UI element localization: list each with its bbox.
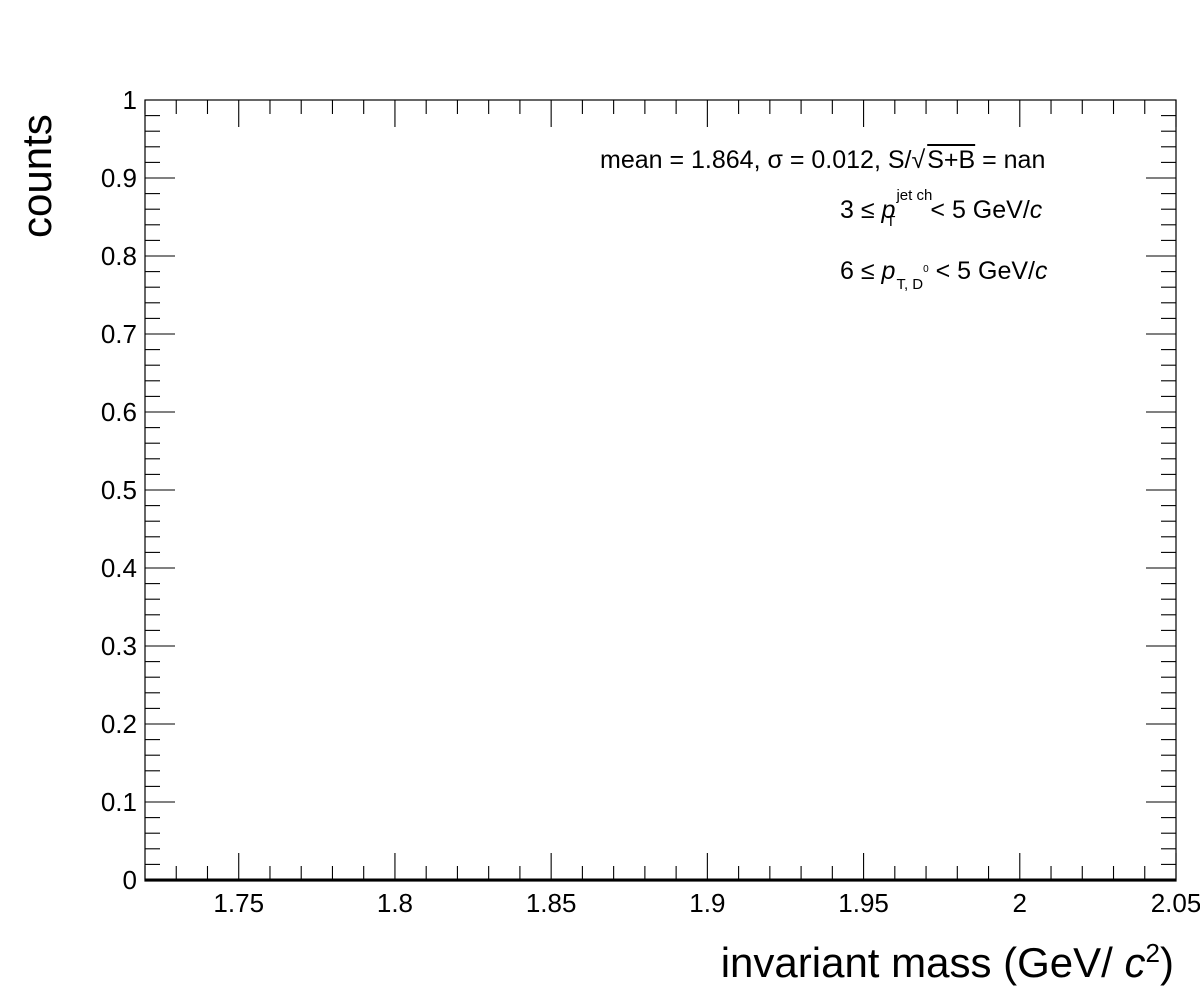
y-tick-label: 0.7 bbox=[101, 319, 137, 349]
d0-pt-range-annotation: 6 ≤ pT, D0 < 5 GeV/c bbox=[840, 257, 1048, 293]
fit-stats-annotation: mean = 1.864, σ = 0.012, S/√S+B = nan bbox=[600, 148, 1045, 173]
y-tick-label: 0.6 bbox=[101, 397, 137, 427]
y-tick-label: 0.2 bbox=[101, 709, 137, 739]
x-tick-label: 2.05 bbox=[1151, 888, 1200, 918]
x-axis-title-close: ) bbox=[1160, 939, 1174, 986]
y-tick-label: 0.4 bbox=[101, 553, 137, 583]
x-tick-label: 1.9 bbox=[689, 888, 725, 918]
y-tick-label: 1 bbox=[123, 85, 137, 115]
x-tick-label: 1.95 bbox=[838, 888, 889, 918]
x-tick-label: 1.75 bbox=[213, 888, 264, 918]
jet-pt-unit: c bbox=[1029, 196, 1043, 224]
jet-pt-range-annotation: 3 ≤ pjet chT < 5 GeV/c bbox=[840, 188, 1043, 229]
d0-pt-unit: c bbox=[1034, 257, 1048, 285]
x-tick-label: 1.8 bbox=[377, 888, 413, 918]
x-axis-title-power: 2 bbox=[1145, 938, 1160, 968]
d0-pt-prefix: 6 ≤ bbox=[840, 257, 882, 285]
jet-pt-prefix: 3 ≤ bbox=[840, 196, 882, 224]
x-tick-label: 2 bbox=[1013, 888, 1027, 918]
jet-pt-superscript: jet ch bbox=[896, 187, 933, 204]
d0-pt-subscript-text: T, D bbox=[896, 276, 924, 293]
x-axis-title-text: invariant mass (GeV/ bbox=[720, 939, 1125, 986]
y-tick-label: 0.1 bbox=[101, 787, 137, 817]
d0-pt-subscript: T, D0 bbox=[896, 265, 928, 293]
y-axis-ticks bbox=[145, 99, 1176, 881]
d0-pt-suffix: < 5 GeV/ bbox=[928, 257, 1035, 285]
x-axis-tick-labels: 1.75 1.8 1.85 1.9 1.95 2 2.05 bbox=[213, 888, 1200, 918]
d0-pt-variable: p bbox=[881, 257, 896, 285]
y-tick-label: 0.8 bbox=[101, 241, 137, 271]
y-axis-title: counts bbox=[13, 114, 60, 238]
y-tick-label: 0.9 bbox=[101, 163, 137, 193]
d0-pt-subscript-power: 0 bbox=[923, 264, 929, 275]
y-tick-label: 0 bbox=[123, 865, 137, 895]
x-axis-title: invariant mass (GeV/ c2) bbox=[720, 939, 1174, 986]
y-tick-label: 0.5 bbox=[101, 475, 137, 505]
x-axis-title-unit: c bbox=[1124, 939, 1146, 986]
x-axis-ticks bbox=[144, 100, 1177, 880]
y-tick-label: 0.3 bbox=[101, 631, 137, 661]
fit-stats-prefix: mean = 1.864, σ = 0.012, S/√ bbox=[600, 146, 926, 174]
jet-pt-variable: p bbox=[881, 196, 896, 224]
jet-pt-subscript: T bbox=[886, 213, 896, 230]
jet-pt-suffix: < 5 GeV/ bbox=[923, 196, 1030, 224]
fit-stats-radicand: S+B bbox=[927, 146, 976, 174]
y-axis-tick-labels: 0 0.1 0.2 0.3 0.4 0.5 0.6 0.7 0.8 0.9 1 bbox=[101, 85, 137, 895]
x-tick-label: 1.85 bbox=[526, 888, 577, 918]
fit-stats-suffix: = nan bbox=[975, 146, 1046, 174]
